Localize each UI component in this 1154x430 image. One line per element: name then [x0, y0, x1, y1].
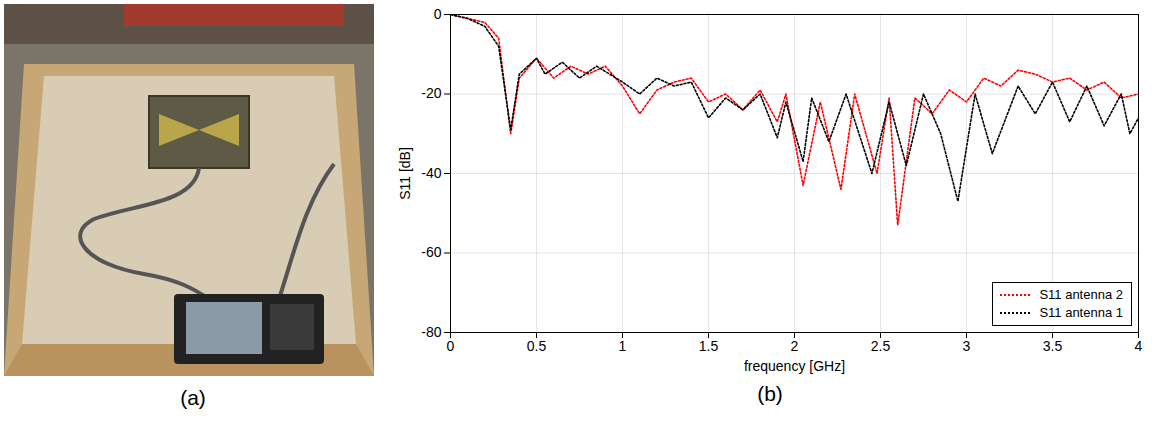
svg-text:0: 0: [434, 6, 442, 22]
html-text:(a): (a): [180, 386, 206, 409]
svg-text:0: 0: [447, 338, 455, 354]
svg-text:4: 4: [1135, 338, 1143, 354]
svg-text:-80: -80: [421, 324, 441, 340]
svg-text:frequency [GHz]: frequency [GHz]: [744, 358, 845, 374]
svg-text:3.5: 3.5: [1043, 338, 1063, 354]
svg-text:-40: -40: [421, 165, 441, 181]
svg-text:3: 3: [963, 338, 971, 354]
svg-text:1.5: 1.5: [699, 338, 719, 354]
svg-text:1: 1: [619, 338, 627, 354]
html-text:(b): (b): [757, 382, 783, 405]
svg-text:2: 2: [791, 338, 799, 354]
html-text:S11 antenna 2: S11 antenna 2: [1039, 287, 1123, 302]
svg-text:-20: -20: [421, 85, 441, 101]
svg-text:-60: -60: [421, 244, 441, 260]
svg-text:0.5: 0.5: [527, 338, 547, 354]
svg-text:2.5: 2.5: [871, 338, 891, 354]
svg-text:S11 [dB]: S11 [dB]: [397, 147, 413, 200]
html-text:S11 antenna 1: S11 antenna 1: [1039, 305, 1123, 320]
